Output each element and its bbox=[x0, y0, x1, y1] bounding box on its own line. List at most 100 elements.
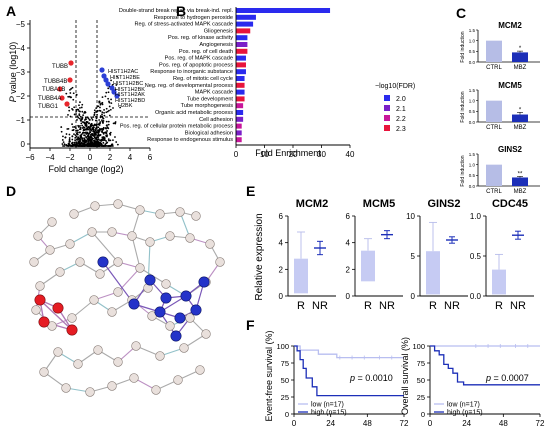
panel-c-chart-title: GINS2 bbox=[498, 145, 523, 154]
panel-a-y-tick-label: −3 bbox=[16, 68, 26, 77]
panel-e-x-tick-label: R bbox=[495, 300, 503, 312]
panel-a-x-tick-label: −4 bbox=[45, 153, 55, 162]
panel-b-letter: B bbox=[176, 3, 186, 19]
network-node-red bbox=[38, 316, 50, 328]
volcano-point bbox=[98, 119, 101, 121]
volcano-point bbox=[89, 140, 92, 143]
enrichment-term-label: Response to endogenous stimulus bbox=[147, 137, 233, 143]
volcano-point bbox=[105, 140, 108, 142]
panel-a-y-tick-label: −5 bbox=[16, 20, 26, 29]
network-edge-red-cluster bbox=[39, 299, 73, 331]
panel-e-y-tick-label: 0 bbox=[411, 292, 416, 301]
network-node bbox=[165, 321, 175, 331]
volcano-point bbox=[61, 143, 64, 145]
panel-c-bar bbox=[512, 114, 528, 122]
network-node bbox=[135, 263, 145, 273]
network-node bbox=[107, 381, 117, 391]
volcano-point bbox=[83, 131, 86, 134]
panel-c-x-tick-label: CTRL bbox=[486, 189, 502, 195]
panel-f-x-tick-label: 0 bbox=[428, 419, 433, 428]
volcano-point bbox=[71, 123, 73, 126]
volcano-point bbox=[76, 119, 78, 121]
panel-d-network bbox=[29, 199, 225, 397]
volcano-point bbox=[89, 136, 92, 139]
enrichment-term-label: Response to inorganic substance bbox=[150, 69, 233, 75]
volcano-point bbox=[100, 102, 102, 105]
panel-a-y-axis: 0 −1 −2 −3 −4 −5 bbox=[16, 20, 31, 149]
panel-c-y-tick-label: 1.0 bbox=[469, 162, 476, 167]
panel-e-y-tick-label: 1.0 bbox=[470, 212, 482, 221]
volcano-point bbox=[60, 130, 63, 133]
volcano-point bbox=[105, 111, 108, 114]
volcano-point bbox=[88, 119, 91, 121]
volcano-point bbox=[63, 145, 66, 147]
volcano-point-down bbox=[67, 77, 73, 83]
network-node bbox=[85, 387, 95, 397]
panel-a-ylabel: P value (log10) bbox=[8, 42, 18, 103]
network-node bbox=[29, 257, 39, 267]
fdr-legend-label: 2.0 bbox=[396, 96, 406, 103]
volcano-point bbox=[115, 141, 118, 143]
enrichment-bar bbox=[236, 14, 256, 20]
panel-c-significance: ** bbox=[518, 171, 523, 177]
survival-curve-low bbox=[294, 345, 404, 359]
network-node bbox=[75, 257, 85, 267]
volcano-point bbox=[98, 131, 100, 134]
network-node-blue bbox=[198, 276, 210, 288]
panel-f-pvalue-number: = 0.0010 bbox=[355, 373, 393, 383]
enrichment-bar bbox=[236, 48, 248, 54]
volcano-point bbox=[83, 134, 85, 136]
volcano-point bbox=[87, 133, 90, 136]
volcano-point bbox=[107, 123, 110, 126]
panel-a-x-tick-label: −6 bbox=[25, 153, 35, 162]
panel-c-y-tick-label: 0.0 bbox=[469, 60, 476, 65]
volcano-point bbox=[72, 128, 75, 131]
volcano-point bbox=[73, 113, 76, 116]
panel-a: A P value (log10) 0 −1 −2 −3 −4 −5 −6 −4 −2 0 2 4 6… bbox=[6, 3, 153, 174]
volcano-point bbox=[90, 128, 93, 131]
network-node-blue bbox=[97, 256, 109, 268]
volcano-point bbox=[116, 143, 119, 146]
volcano-point bbox=[79, 124, 81, 127]
volcano-point bbox=[66, 128, 69, 130]
volcano-point bbox=[99, 142, 102, 145]
volcano-point bbox=[99, 121, 102, 123]
volcano-point bbox=[103, 138, 106, 141]
panel-e-gene-title: GINS2 bbox=[427, 198, 460, 210]
panel-e-y-tick-label: 4 bbox=[346, 239, 351, 248]
volcano-point bbox=[93, 136, 96, 139]
enrichment-term-label: MAPK cascade bbox=[195, 90, 233, 96]
volcano-point bbox=[106, 130, 108, 132]
panel-b-x-tick-label: 20 bbox=[289, 150, 298, 159]
svg-text:P value (log10): P value (log10) bbox=[8, 42, 18, 103]
network-node bbox=[39, 367, 49, 377]
panel-c-y-tick-label: 0.5 bbox=[469, 109, 476, 114]
volcano-point bbox=[72, 144, 75, 147]
volcano-point bbox=[68, 145, 70, 147]
gene-label-up: HIST1H2BD bbox=[115, 98, 145, 104]
enrichment-term-label: Pos. reg. of cell death bbox=[179, 49, 233, 55]
volcano-point bbox=[101, 96, 104, 99]
volcano-point bbox=[105, 91, 108, 94]
volcano-point bbox=[67, 95, 70, 98]
volcano-point bbox=[105, 135, 108, 138]
volcano-point bbox=[77, 126, 80, 128]
panel-c-y-tick-label: 1.0 bbox=[469, 98, 476, 103]
fdr-legend-swatch bbox=[384, 125, 390, 131]
volcano-point bbox=[75, 143, 78, 146]
panel-b-x-tick-label: 10 bbox=[260, 150, 269, 159]
volcano-point bbox=[82, 140, 84, 142]
panel-f-x-tick-label: 48 bbox=[363, 419, 372, 428]
network-node bbox=[155, 209, 165, 219]
enrichment-bar bbox=[236, 28, 251, 34]
volcano-point-up bbox=[103, 77, 109, 83]
gene-label-up: HIST1H2AK bbox=[115, 92, 145, 98]
volcano-point bbox=[105, 120, 108, 123]
volcano-point bbox=[69, 92, 72, 94]
enrichment-term-label: Pos. reg. of kinase activity bbox=[168, 35, 233, 41]
panel-f-x-tick-label: 72 bbox=[536, 419, 545, 428]
enrichment-term-label: Double-strand break repair via break-ind… bbox=[119, 8, 234, 14]
volcano-point bbox=[108, 114, 111, 117]
volcano-point bbox=[91, 118, 94, 121]
panel-b-x-tick-label: 0 bbox=[234, 150, 239, 159]
